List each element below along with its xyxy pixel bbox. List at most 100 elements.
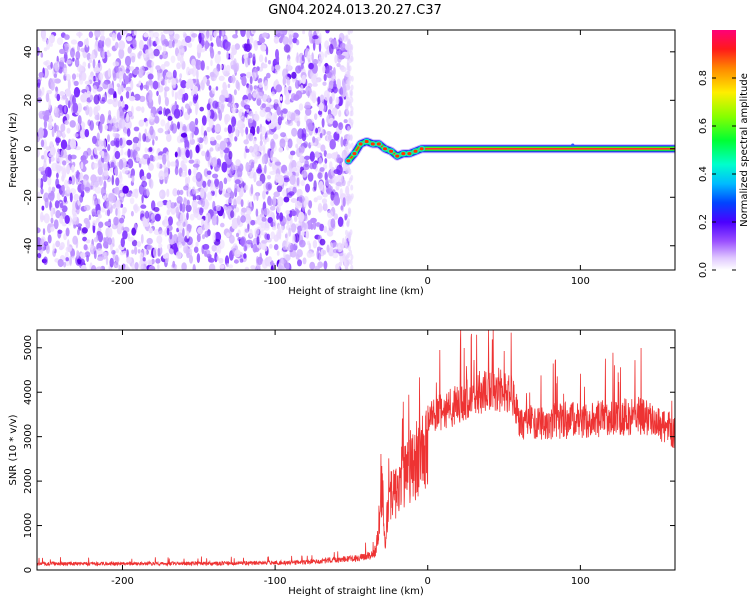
noise-blob [182, 227, 185, 237]
noise-blob [266, 112, 272, 122]
noise-blob [185, 103, 190, 109]
noise-blob [204, 230, 209, 238]
noise-blob [200, 124, 204, 136]
noise-blob [111, 174, 115, 186]
noise-blob [319, 132, 323, 139]
noise-blob [104, 151, 108, 157]
noise-blob [305, 183, 310, 193]
spectrogram-ytick-label: 40 [23, 45, 34, 58]
noise-blob [305, 107, 312, 116]
noise-blob [80, 155, 87, 164]
noise-blob [115, 248, 119, 254]
noise-blob [72, 57, 75, 62]
noise-blob [101, 50, 105, 58]
noise-blob [196, 253, 201, 264]
noise-blob [280, 132, 287, 138]
noise-blob [260, 126, 267, 136]
noise-blob [244, 111, 248, 118]
noise-blob [235, 164, 240, 172]
noise-blob [315, 30, 320, 35]
noise-blob [295, 39, 300, 46]
noise-blob [261, 32, 269, 38]
noise-blob [86, 52, 92, 61]
noise-blob [286, 65, 292, 70]
noise-blob [268, 198, 274, 207]
noise-blob [316, 248, 320, 260]
noise-blob [116, 109, 120, 121]
noise-blob [274, 64, 281, 70]
noise-blob [111, 237, 115, 247]
noise-blob [118, 264, 121, 270]
noise-blob [177, 121, 180, 130]
noise-blob [349, 259, 353, 266]
noise-blob [185, 149, 190, 159]
noise-blob [274, 111, 277, 120]
noise-blob [230, 103, 237, 114]
noise-blob [309, 252, 315, 257]
noise-blob [251, 71, 257, 81]
noise-blob [175, 206, 179, 215]
spectrogram-ytick-label: 20 [23, 94, 34, 107]
noise-blob [127, 148, 131, 158]
noise-blob [130, 210, 134, 217]
noise-blob [176, 104, 179, 110]
noise-blob [131, 175, 135, 183]
noise-blob [340, 205, 344, 211]
noise-blob [349, 92, 353, 99]
noise-blob [96, 132, 100, 141]
noise-blob [106, 50, 110, 57]
noise-blob [114, 41, 119, 50]
noise-blob [263, 246, 268, 252]
snr-xtick-label: 100 [571, 576, 590, 587]
noise-blob [89, 53, 96, 60]
noise-blob [43, 114, 50, 122]
noise-blob [291, 71, 297, 79]
noise-blob [119, 118, 126, 129]
noise-blob [76, 73, 79, 78]
noise-blob [332, 252, 339, 259]
noise-blob [306, 118, 313, 128]
noise-blob [210, 59, 213, 67]
noise-blob [270, 138, 275, 150]
noise-blob [319, 94, 325, 103]
noise-blob [157, 264, 160, 270]
noise-blob [176, 196, 183, 204]
noise-blob [80, 264, 87, 270]
noise-blob [206, 30, 210, 39]
noise-blob [88, 58, 93, 64]
noise-blob [345, 91, 349, 98]
noise-blob [283, 44, 291, 53]
noise-blob [150, 220, 154, 226]
noise-blob [104, 192, 109, 202]
noise-blob [101, 150, 105, 159]
noise-blob [312, 136, 316, 144]
noise-blob [43, 119, 48, 129]
noise-blob [82, 179, 87, 186]
noise-blob [179, 138, 185, 143]
noise-blob [260, 133, 263, 141]
noise-blob [298, 195, 305, 204]
noise-blob [112, 132, 116, 137]
noise-blob [59, 57, 65, 63]
noise-blob [350, 193, 354, 200]
noise-blob [153, 155, 160, 161]
noise-blob [105, 199, 110, 208]
noise-blob [60, 123, 66, 133]
noise-blob [264, 106, 271, 113]
signal-blob-core [370, 142, 375, 146]
noise-blob [311, 37, 316, 44]
noise-blob [66, 164, 71, 175]
noise-blob [108, 123, 113, 132]
noise-blob [250, 242, 254, 249]
noise-blob [49, 78, 57, 84]
noise-blob [323, 150, 327, 157]
noise-blob [298, 144, 305, 154]
noise-blob [350, 142, 354, 149]
noise-blob [62, 131, 66, 139]
noise-blob [56, 192, 61, 201]
noise-blob [315, 78, 319, 83]
noise-blob [186, 212, 189, 221]
noise-blob [43, 162, 47, 170]
noise-blob [254, 227, 260, 236]
